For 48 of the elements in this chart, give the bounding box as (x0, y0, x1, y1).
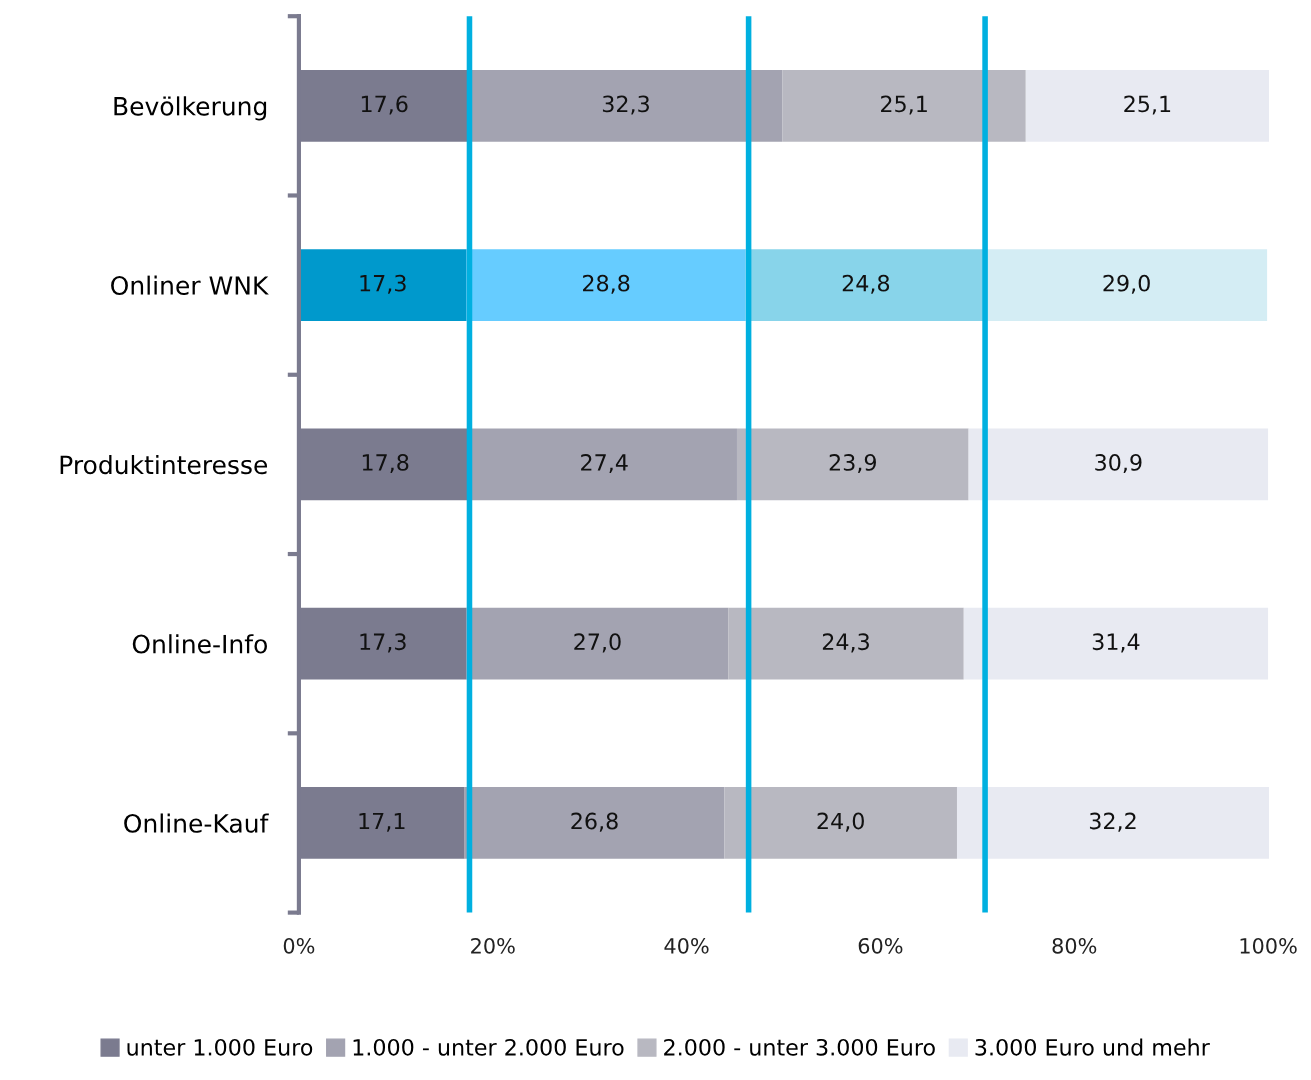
x-tick-label: 0% (283, 937, 315, 954)
legend-label: unter 1.000 Euro (127, 1038, 313, 1056)
data-label: 29,0 (1103, 274, 1150, 294)
data-label: 28,8 (583, 274, 630, 294)
y-tick-label: Online-Info (132, 634, 267, 654)
data-label: 17,8 (362, 454, 409, 474)
bar (724, 787, 957, 859)
y-tick-label: Bevölkerung (114, 96, 267, 121)
bar (956, 787, 1270, 859)
bar (986, 249, 1268, 321)
data-label: 17,6 (361, 95, 408, 115)
data-label: 30,9 (1095, 454, 1142, 474)
x-tick-label: 100% (1240, 937, 1297, 954)
x-tick-label: 40% (664, 937, 709, 954)
data-label: 23,9 (829, 454, 876, 474)
data-label: 31,4 (1092, 633, 1140, 653)
bar (782, 69, 1026, 142)
bar (469, 69, 783, 142)
x-tick-label: 20% (471, 937, 515, 954)
data-label: 27,0 (574, 633, 621, 653)
bar (298, 249, 467, 321)
data-label: 24,0 (817, 812, 864, 832)
data-label: 25,1 (881, 95, 927, 115)
y-tick-label: Online-Kauf (124, 813, 269, 833)
data-label: 17,3 (360, 274, 406, 294)
bar (968, 428, 1269, 501)
data-label: 17,3 (360, 633, 406, 653)
y-tick-label: Produktinteresse (60, 454, 268, 475)
legend-label: 1.000 - unter 2.000 Euro (353, 1038, 624, 1056)
legend-label: 3.000 Euro und mehr (975, 1038, 1210, 1056)
data-label: 27,4 (581, 454, 628, 474)
data-label: 32,2 (1089, 812, 1136, 832)
bar (963, 607, 1269, 680)
bar (736, 428, 969, 501)
data-label: 26,8 (571, 812, 618, 832)
legend-label: 2.000 - unter 3.000 Euro (664, 1038, 935, 1056)
bar (1025, 69, 1270, 142)
x-tick-label: 60% (858, 937, 903, 954)
bar (728, 607, 964, 680)
bar (471, 428, 737, 501)
x-tick-label: 80% (1052, 937, 1097, 954)
y-tick-label: Onliner WNK (111, 275, 269, 295)
bar (464, 787, 725, 859)
data-label: 25,1 (1124, 95, 1171, 115)
data-label: 24,3 (822, 633, 869, 653)
data-label: 24,8 (842, 274, 890, 294)
data-label: 17,1 (359, 812, 405, 832)
data-label: 32,3 (602, 95, 649, 115)
